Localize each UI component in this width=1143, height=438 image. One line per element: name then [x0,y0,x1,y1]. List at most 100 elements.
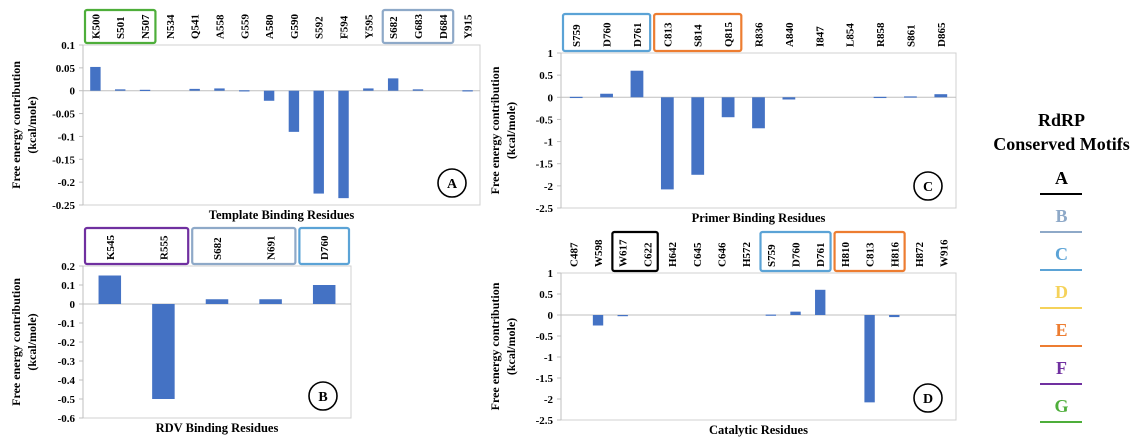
y-axis-title-line2: (kcal/mole) [25,96,39,153]
motif-color-line [1040,345,1082,347]
bar-a840 [782,97,796,100]
panel-label: C [923,180,933,195]
motif-box-g [83,8,157,45]
motif-box-c [298,226,351,266]
residue-label-c645: C645 [692,242,704,267]
residue-label-y595: Y595 [363,14,375,39]
panel-label-circle [913,171,943,201]
y-tick-label: -1.5 [536,159,554,171]
panel-label: A [447,177,458,192]
y-tick-label: -0.2 [58,337,76,349]
bar-h816 [889,315,900,318]
bar-g559 [239,90,250,92]
panel-label-circle [437,168,467,198]
y-tick-label: -0.5 [536,114,554,126]
motif-entry-f: F [980,358,1143,385]
x-axis-title: Primer Binding Residues [692,211,826,225]
bar-y915 [462,90,473,92]
residue-label-q541: Q541 [190,14,202,39]
chart-panel-b: 0.2 0.1 0 -0.1 -0.2 -0.3 -0.4 -0.5 -0.6 K545 R555 S… [9,226,352,435]
bar-s861 [904,96,917,98]
motif-color-line [1040,421,1082,423]
motif-entry-g: G [980,396,1143,423]
y-tick-label: -2.5 [536,203,554,215]
chart-panel-a: 0.1 0.05 0 -0.05 -0.1 -0.15 -0.2 -0.25 K500 S501 N… [9,8,481,222]
y-axis-title-line1: Free energy contribution [9,278,23,406]
residue-label-r836: R836 [754,22,766,47]
bar-w617 [617,315,628,317]
residue-label-a580: A580 [264,14,276,39]
y-tick-label: -0.05 [52,109,75,121]
motif-box-c [759,230,832,273]
residue-label-s759: S759 [571,24,583,47]
bar-q815 [721,97,735,118]
motif-color-line [1040,307,1082,309]
y-tick-label: -0.25 [52,200,75,212]
bar-s501 [115,89,126,91]
y-tick-label: 1 [548,48,554,60]
residue-label-l854: L854 [845,23,857,47]
bar-g590 [288,90,300,132]
residue-label-a558: A558 [214,14,226,39]
residue-label-w598: W598 [593,239,605,267]
bar-s592 [313,90,324,194]
residue-label-h572: H572 [741,241,753,267]
y-tick-label: -2.5 [536,415,554,427]
residue-label-c813: C813 [662,22,674,47]
y-tick-label: -0.5 [58,394,76,406]
bar-a558 [214,88,225,91]
residue-label-c646: C646 [716,242,728,267]
bar-d760 [600,93,613,98]
residue-label-w916: W916 [939,239,951,267]
y-tick-label: -0.1 [58,131,75,143]
motif-letter: B [1055,206,1068,226]
residue-label-s759: S759 [766,244,778,267]
y-tick-label: 0.2 [61,261,75,273]
motif-box-b [191,226,297,266]
y-tick-label: 0.5 [539,289,553,301]
motif-box-a [611,230,659,273]
residue-label-d865: D865 [936,22,948,47]
motif-box-f [83,226,190,266]
y-tick-label: -2 [544,181,554,193]
y-tick-label: -0.2 [58,177,76,189]
y-tick-label: -1 [544,137,553,149]
x-axis-title: RDV Binding Residues [156,421,279,435]
bar-n691 [259,299,282,304]
residue-label-d761: D761 [815,243,827,267]
bar-c813 [864,315,875,403]
bar-f594 [338,90,349,199]
bar-r858 [873,96,887,99]
panel-label-circle [913,383,943,413]
y-tick-label: -1.5 [536,373,554,385]
bar-r836 [752,97,765,129]
residue-label-q815: Q815 [723,21,735,47]
y-axis-title-line2: (kcal/mole) [25,313,39,370]
residue-label-h872: H872 [914,241,926,267]
residue-label-k500: K500 [90,13,102,39]
legend-title-line2: Conserved Motifs [993,134,1130,154]
y-axis-title-line2: (kcal/mole) [504,102,518,159]
y-tick-label: -0.1 [58,318,75,330]
bar-r555 [152,304,175,399]
motif-box-e [833,230,906,273]
y-tick-label: 0.05 [56,63,76,75]
y-axis-title-line1: Free energy contribution [488,66,502,194]
motif-color-line [1040,193,1082,195]
bar-s759 [569,96,583,99]
motif-entry-a: A [980,168,1143,195]
residue-label-d760: D760 [602,22,614,47]
residue-label-s592: S592 [314,16,326,39]
residue-label-s861: S861 [905,24,917,47]
bar-s814 [691,97,705,175]
residue-label-g590: G590 [289,13,301,39]
residue-label-r858: R858 [875,22,887,47]
y-tick-label: 0 [548,310,554,322]
panel-label: D [923,392,933,407]
bar-k545 [98,275,122,304]
residue-label-d684: D684 [438,14,450,39]
residue-label-g683: G683 [413,13,425,39]
residue-label-c813: C813 [865,242,877,267]
bar-a580 [263,90,275,101]
